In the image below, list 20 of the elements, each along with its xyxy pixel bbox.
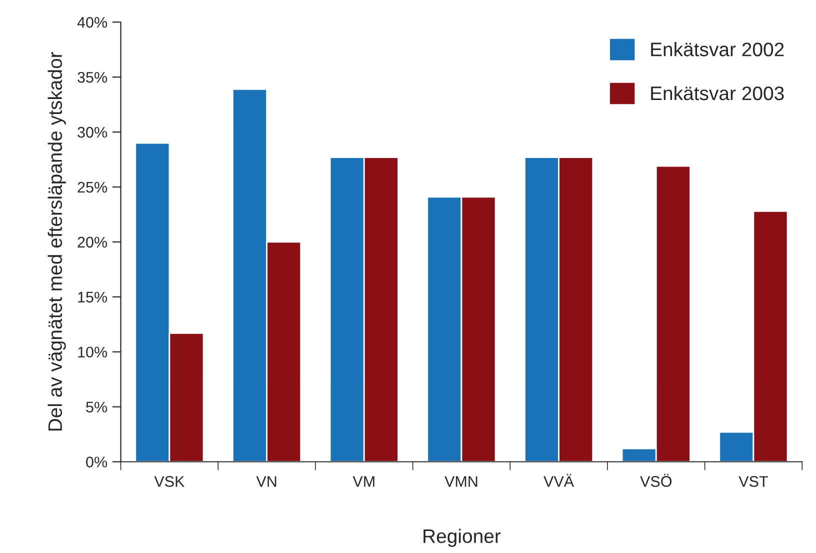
- y-axis-title: Del av vägnätet med eftersläpande ytskador: [48, 52, 66, 431]
- y-tick-label: 5%: [86, 402, 108, 412]
- y-tick-label: 35%: [78, 72, 108, 83]
- x-tick-label: VST: [738, 476, 768, 487]
- legend-label: Enkätsvar 2003: [651, 86, 784, 100]
- y-tick-label: 25%: [78, 182, 108, 193]
- x-tick-label: VSK: [154, 476, 185, 487]
- y-tick-label: 30%: [78, 126, 108, 138]
- y-tick-label: 10%: [78, 346, 108, 358]
- x-tick-label: VM: [352, 476, 374, 487]
- x-tick-label: VSÖ: [640, 474, 672, 487]
- legend-label: Enkätsvar 2002: [651, 42, 784, 56]
- x-axis-title: Regioner: [424, 528, 501, 547]
- y-tick-label: 0%: [86, 456, 108, 468]
- y-tick-label: 20%: [78, 236, 108, 248]
- y-tick-label: 15%: [78, 292, 108, 303]
- y-tick-label: 40%: [77, 16, 108, 28]
- x-tick-label: VMN: [444, 476, 478, 487]
- x-tick-label: VN: [256, 476, 276, 487]
- x-tick-label: VVÄ: [544, 474, 574, 487]
